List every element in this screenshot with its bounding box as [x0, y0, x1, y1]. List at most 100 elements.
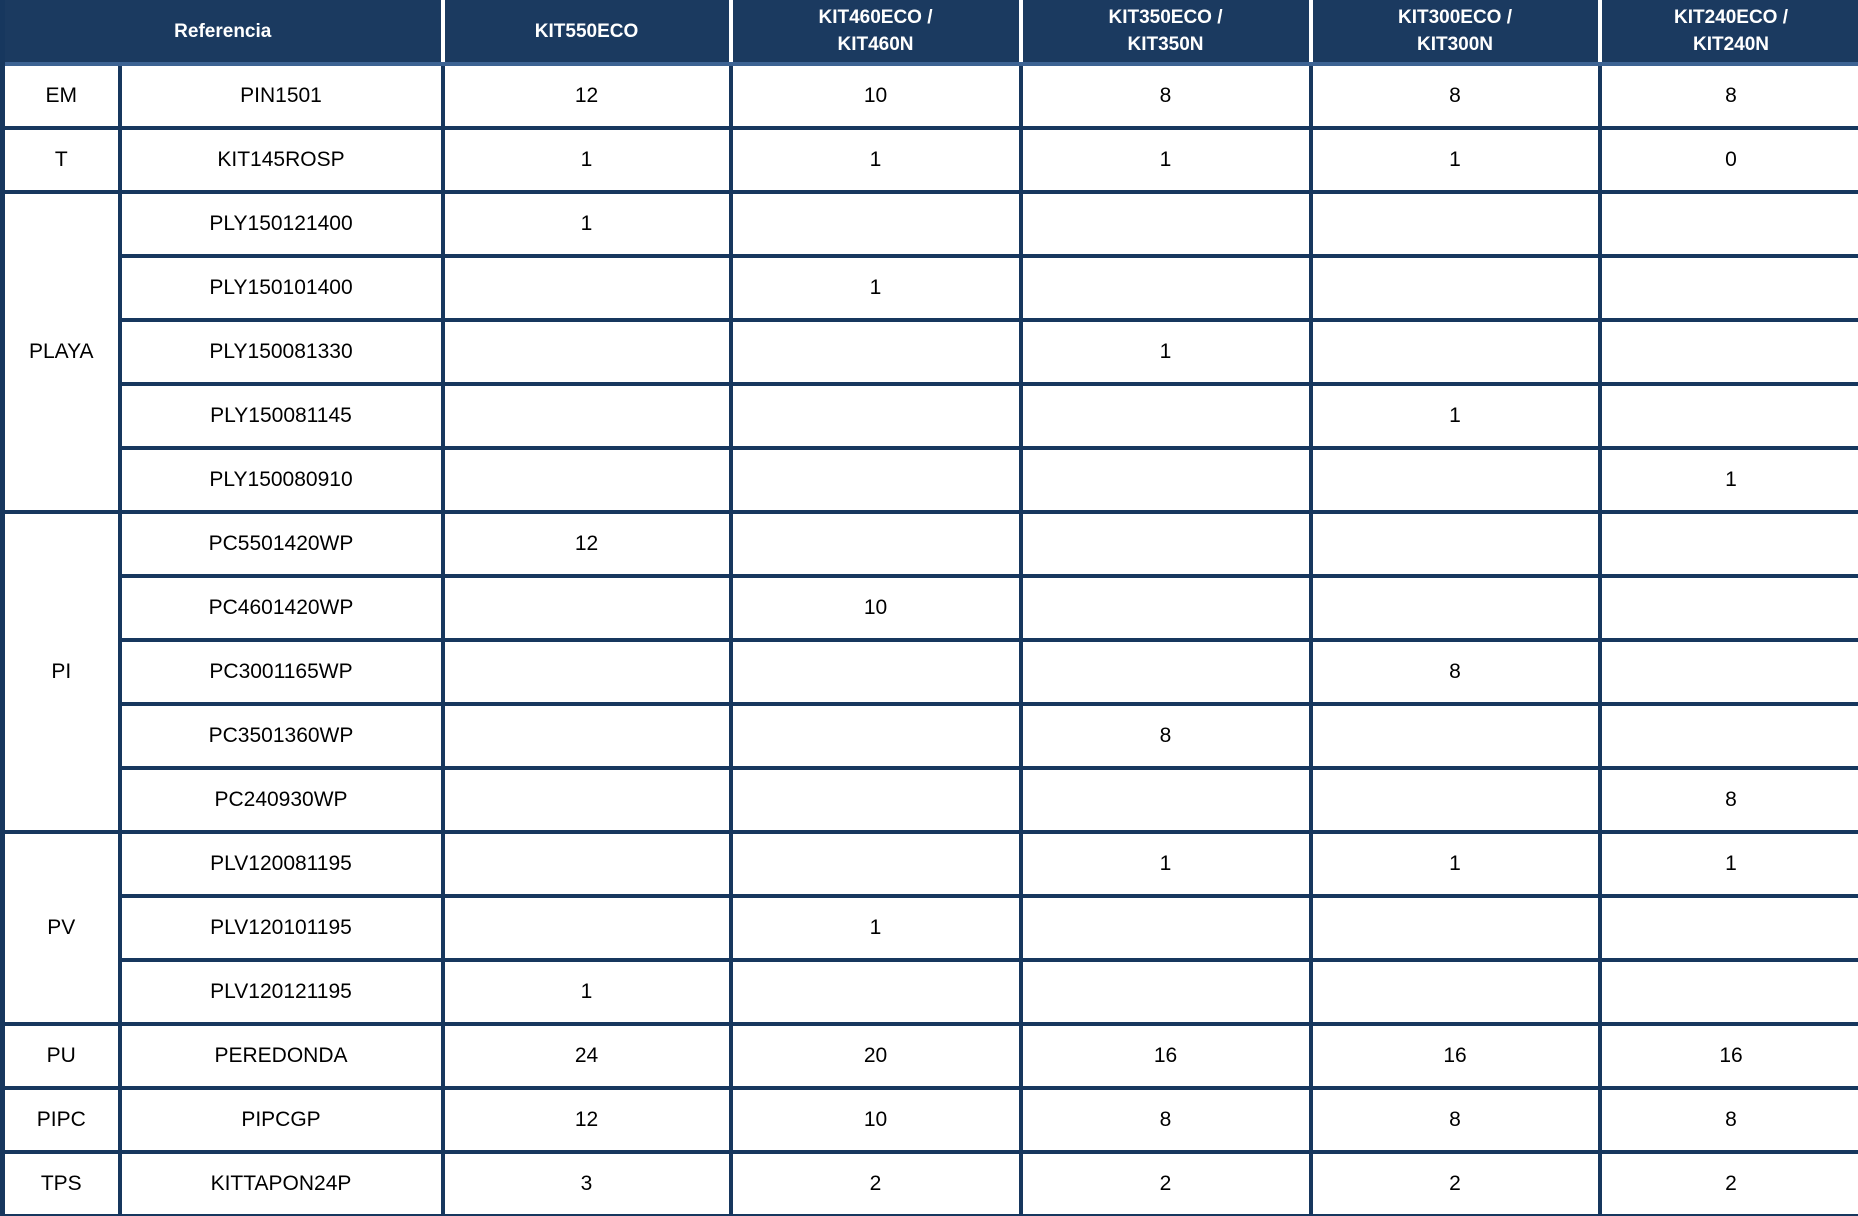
column-header-kit550eco: KIT550ECO: [442, 0, 733, 66]
table-row: PC240930WP 8: [3, 768, 1858, 834]
column-header-referencia: Referencia: [2, 0, 445, 66]
quantity-cell: [1310, 576, 1602, 642]
quantity-cell: [442, 768, 733, 834]
quantity-cell: 8: [1020, 64, 1313, 130]
quantity-cell: 1: [1020, 832, 1313, 898]
quantity-cell: 1: [730, 128, 1023, 194]
quantity-cell: [1599, 640, 1858, 706]
quantity-cell: [442, 896, 733, 962]
quantity-cell: [1599, 320, 1858, 386]
quantity-cell: [730, 768, 1023, 834]
quantity-cell: [1599, 960, 1858, 1026]
table-row: PLY150101400 1: [3, 256, 1858, 322]
quantity-cell: [730, 640, 1023, 706]
quantity-cell: [1020, 256, 1313, 322]
reference-cell: PLY150101400: [119, 256, 445, 322]
quantity-cell: [730, 192, 1023, 258]
quantity-cell: [730, 320, 1023, 386]
reference-cell: PLV120121195: [119, 960, 445, 1026]
quantity-cell: 16: [1599, 1024, 1858, 1090]
table-row: T KIT145ROSP 1 1 1 1 0: [2, 128, 1858, 194]
quantity-cell: [730, 960, 1023, 1026]
quantity-cell: [1020, 768, 1313, 834]
quantity-cell: 8: [1599, 1088, 1858, 1154]
quantity-cell: [730, 448, 1023, 514]
quantity-cell: [1020, 448, 1313, 514]
quantity-cell: [442, 704, 733, 770]
quantity-cell: [442, 448, 733, 514]
quantity-cell: 10: [730, 64, 1023, 130]
table-row: PLY150081330 1: [3, 320, 1858, 386]
reference-cell: PIN1501: [119, 64, 445, 130]
quantity-cell: [1310, 704, 1602, 770]
quantity-cell: [1310, 256, 1602, 322]
quantity-cell: [442, 384, 733, 450]
quantity-cell: 2: [730, 1152, 1023, 1216]
quantity-cell: [1599, 896, 1858, 962]
quantity-cell: [1599, 256, 1858, 322]
reference-cell: PEREDONDA: [119, 1024, 445, 1090]
quantity-cell: [1599, 192, 1858, 258]
quantity-cell: 16: [1310, 1024, 1602, 1090]
quantity-cell: 1: [442, 128, 733, 194]
quantity-cell: [730, 512, 1023, 578]
quantity-cell: [1020, 896, 1313, 962]
quantity-cell: 1: [730, 896, 1023, 962]
quantity-cell: [442, 256, 733, 322]
table-row: PC3501360WP 8: [3, 704, 1858, 770]
quantity-cell: [730, 832, 1023, 898]
reference-cell: PLY150081330: [119, 320, 445, 386]
quantity-cell: 3: [442, 1152, 733, 1216]
quantity-cell: 8: [1020, 1088, 1313, 1154]
table-row: PC3001165WP 8: [3, 640, 1858, 706]
quantity-cell: [1020, 192, 1313, 258]
quantity-cell: [1020, 512, 1313, 578]
column-header-kit300eco: KIT300ECO / KIT300N: [1310, 0, 1602, 66]
quantity-cell: [1020, 960, 1313, 1026]
reference-cell: PC3001165WP: [119, 640, 445, 706]
table-row: PU PEREDONDA 24 20 16 16 16: [2, 1024, 1858, 1090]
quantity-cell: [1310, 192, 1602, 258]
quantity-cell: [1310, 768, 1602, 834]
quantity-cell: [1599, 704, 1858, 770]
table-row: PLV120121195 1: [3, 960, 1858, 1026]
quantity-cell: [1310, 896, 1602, 962]
table-row: PLV120101195 1: [3, 896, 1858, 962]
group-cell: PI: [2, 512, 122, 834]
quantity-cell: [1599, 512, 1858, 578]
quantity-cell: 1: [1020, 128, 1313, 194]
quantity-cell: 2: [1020, 1152, 1313, 1216]
group-cell: PLAYA: [2, 192, 122, 514]
quantity-cell: 8: [1310, 1088, 1602, 1154]
quantity-cell: 1: [1020, 320, 1313, 386]
quantity-cell: [1310, 448, 1602, 514]
reference-cell: KIT145ROSP: [119, 128, 445, 194]
quantity-cell: [1599, 384, 1858, 450]
quantity-cell: [730, 704, 1023, 770]
reference-cell: PC5501420WP: [119, 512, 445, 578]
table-row: PLY150080910 1: [3, 448, 1858, 514]
quantity-cell: [1020, 640, 1313, 706]
column-header-kit240eco: KIT240ECO / KIT240N: [1599, 0, 1858, 66]
group-cell: TPS: [2, 1152, 122, 1216]
quantity-cell: 8: [1599, 768, 1858, 834]
quantity-cell: [730, 384, 1023, 450]
quantity-cell: 12: [442, 64, 733, 130]
quantity-cell: 0: [1599, 128, 1858, 194]
quantity-cell: 20: [730, 1024, 1023, 1090]
quantity-cell: 24: [442, 1024, 733, 1090]
table-row: PLY150081145 1: [3, 384, 1858, 450]
quantity-cell: 1: [1310, 384, 1602, 450]
quantity-cell: 12: [442, 1088, 733, 1154]
quantity-cell: [1310, 512, 1602, 578]
reference-cell: PLY150081145: [119, 384, 445, 450]
quantity-cell: 8: [1020, 704, 1313, 770]
table-row: PLAYA PLY150121400 1: [2, 192, 1858, 514]
quantity-cell: 8: [1310, 640, 1602, 706]
table-row: EM PIN1501 12 10 8 8 8: [2, 64, 1858, 130]
quantity-cell: [1310, 960, 1602, 1026]
quantity-cell: 1: [1310, 128, 1602, 194]
quantity-cell: 2: [1310, 1152, 1602, 1216]
reference-cell: KITTAPON24P: [119, 1152, 445, 1216]
